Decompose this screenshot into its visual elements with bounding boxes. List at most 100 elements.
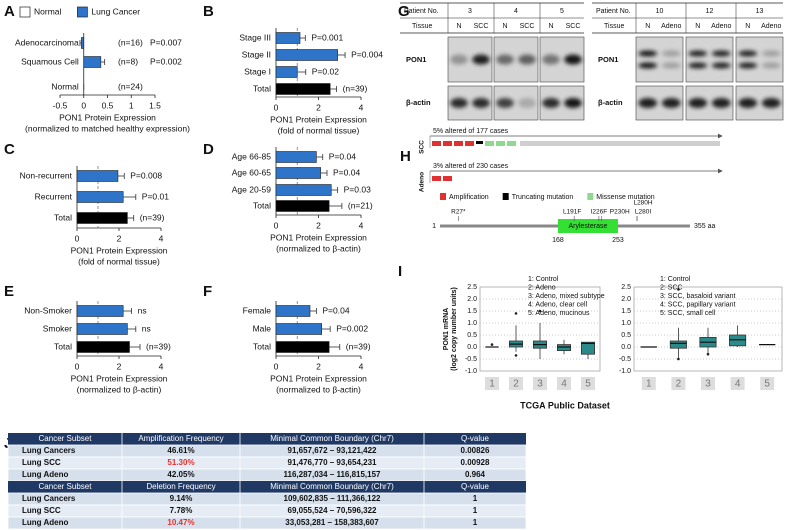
annotation: (n=39) [346, 341, 371, 351]
annotation: P=0.004 [351, 49, 383, 59]
annotation: P=0.002 [150, 56, 182, 66]
bar [76, 341, 130, 353]
x-tick-label: 4 [359, 361, 364, 371]
x-tick-label: 2 [513, 379, 519, 390]
blot-band [711, 98, 731, 108]
table-cell: 1 [473, 518, 478, 527]
blot-band [688, 50, 708, 57]
box [669, 340, 687, 349]
plot-frame [633, 286, 783, 372]
row-label: β-actin [598, 98, 623, 107]
category-box [671, 377, 686, 390]
patient-number: 4 [514, 8, 518, 15]
alteration-block [496, 141, 505, 146]
alteration-block [507, 141, 516, 146]
annotation: P=0.008 [130, 170, 162, 180]
category-label: Age 60-65 [232, 167, 271, 177]
tissue-label: N [456, 23, 461, 30]
category-box [641, 377, 656, 390]
table-cell: 33,053,281 – 158,383,607 [285, 518, 379, 527]
outlier [677, 288, 680, 291]
bar [76, 323, 128, 335]
blot-band [638, 62, 658, 69]
panel-label: E [4, 283, 14, 300]
table-cell: 91,476,770 – 93,654,231 [288, 458, 378, 467]
table-cell: Lung SCC [22, 458, 61, 467]
category-label: Total [54, 212, 72, 222]
legend-label: Lung Cancer [91, 6, 140, 16]
blot-band [661, 62, 681, 69]
bar [275, 341, 330, 353]
unaltered-block [520, 141, 720, 146]
x-tick-label: 0 [75, 361, 80, 371]
y-tick-label: 1.5 [621, 308, 631, 315]
legend-line: 4: SCC, papillary variant [660, 301, 736, 308]
x-tick-label: 0 [274, 220, 279, 230]
category-box [509, 377, 523, 390]
row-label: β-actin [406, 98, 431, 107]
y-tick-label: 2.5 [621, 284, 631, 291]
legend-line: 2: SCC [660, 284, 683, 291]
protein-end: 355 aa [694, 223, 716, 230]
x-axis-label: TCGA Public Dataset [520, 400, 610, 410]
blot-band [496, 98, 514, 108]
panel-label: B [203, 3, 214, 20]
blot-band [738, 50, 758, 57]
outlier [677, 357, 680, 361]
outlier [514, 354, 518, 357]
alteration-block [432, 141, 441, 146]
x-axis-label: PON1 Protein Expression [270, 373, 367, 383]
table-header [8, 433, 526, 445]
y-tick-label: 0.0 [467, 344, 477, 351]
x-tick-label: 1 [129, 100, 134, 110]
y-tick-label: 2.5 [467, 284, 477, 291]
x-tick-label: 2 [316, 102, 321, 112]
blot-band [542, 54, 560, 65]
x-axis-label: (normalized to β-actin) [276, 243, 361, 253]
panel-label: I [398, 263, 402, 280]
category-box [533, 377, 547, 390]
annotation: P=0.01 [142, 191, 169, 201]
outlier [490, 343, 494, 346]
x-tick-label: -0.5 [53, 100, 68, 110]
category-box [701, 377, 715, 390]
category-label: Squamous Cell [21, 56, 79, 66]
domain [557, 219, 618, 233]
blot-band [761, 62, 781, 69]
blot-band [496, 54, 514, 65]
table-cell: 0.00826 [461, 446, 490, 455]
tissue-label: N [645, 23, 650, 30]
domain-end: 253 [612, 237, 624, 244]
category-box [557, 377, 571, 390]
category-label: Stage III [239, 32, 271, 42]
annotation: P=0.04 [322, 305, 349, 315]
x-tick-label: 1 [489, 379, 495, 390]
panel-label: H [400, 148, 411, 165]
annotation: P=0.02 [312, 66, 339, 76]
blot-band [661, 50, 681, 57]
category-label: Total [253, 83, 271, 93]
y-tick-label: 0.0 [621, 344, 631, 351]
patient-header: Patient No. [404, 8, 439, 15]
table-row [7, 516, 527, 530]
mutation-label: P230H [610, 209, 630, 216]
x-tick-label: 5 [585, 379, 591, 390]
x-tick-label: 4 [159, 233, 164, 243]
bar [76, 305, 124, 317]
alteration-block [432, 176, 441, 181]
table-header-cell: Amplification Frequency [138, 434, 223, 443]
domain-name: Arylesterase [568, 223, 607, 230]
annotation: P=0.007 [150, 37, 182, 47]
category-box [730, 377, 745, 390]
legend-line: 1: Control [660, 276, 691, 283]
tissue-label: N [695, 23, 700, 30]
alteration-block [465, 141, 474, 146]
legend-label: Truncating mutation [512, 194, 574, 201]
bar [83, 56, 102, 68]
x-tick-label: 2 [316, 361, 321, 371]
table-cell: 69,055,524 – 70,596,322 [288, 506, 378, 515]
table-row [7, 468, 527, 482]
blot-band [542, 98, 560, 108]
panel-label: C [4, 141, 15, 158]
table-cell: 0.00928 [461, 458, 490, 467]
